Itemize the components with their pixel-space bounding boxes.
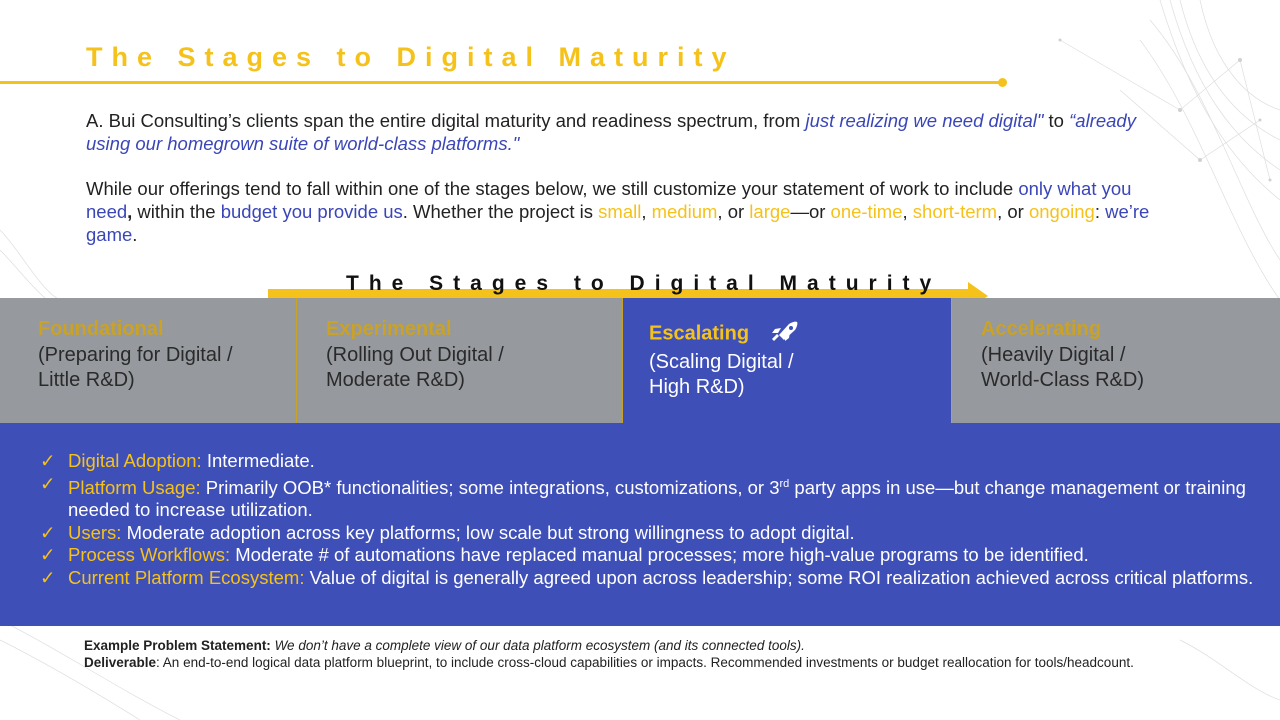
checklist-item-superscript: rd [779, 477, 790, 490]
stage-description: (Heavily Digital / World-Class R&D) [981, 344, 1144, 391]
checklist-item: ✓ Users: Moderate adoption across key pla… [40, 522, 1265, 545]
intro-p2-game: we’re game [86, 201, 1150, 245]
checklist-item-text: Intermediate. [201, 450, 315, 471]
intro-p2-text-f: —or [790, 201, 831, 222]
title-underline [0, 81, 1001, 84]
checklist-item-text: Moderate # of automations have replaced … [230, 544, 1089, 566]
intro-p2-short-term: short-term [912, 201, 998, 222]
intro-p2-need: only what you need [86, 178, 1132, 222]
page-title: The Stages to Digital Maturity [86, 42, 736, 72]
checklist-item-text-continued: party apps in use—but change management … [68, 476, 1246, 521]
intro-p1-text-a: A. Bui Consulting’s clients span the ent… [86, 110, 806, 131]
stage-name-row: Escalating [649, 320, 951, 348]
intro-p2-text-c: . Whether the project is [402, 201, 599, 222]
checkmark-icon: ✓ [40, 450, 56, 471]
stage-description: (Scaling Digital / High R&D) [649, 351, 794, 398]
stage-accelerating: Accelerating (Heavily Digital / World-Cl… [952, 298, 1280, 423]
stage-description: (Preparing for Digital / Little R&D) [38, 344, 233, 391]
rocket-icon [769, 320, 799, 348]
checklist-item: ✓ Process Workflows: Moderate # of automa… [40, 544, 1265, 567]
intro-p1-quote-1: just realizing we need digital" [805, 110, 1044, 131]
stages-row: Foundational (Preparing for Digital / Li… [0, 298, 1280, 423]
intro-p2-comma: , [127, 201, 133, 222]
stage-description: (Rolling Out Digital / Moderate R&D) [326, 344, 504, 391]
intro-p2-text-a: While our offerings tend to fall within … [86, 178, 1019, 199]
intro-paragraph-1: A. Bui Consulting’s clients span the ent… [86, 109, 1176, 155]
checkmark-icon: ✓ [40, 566, 56, 588]
footer-notes: Example Problem Statement: We don’t have… [84, 637, 1184, 671]
checklist-item: ✓ Current Platform Ecosystem: Value of di… [40, 567, 1265, 590]
intro-p1-text-b: to [1043, 110, 1070, 131]
intro-p2-large: large [749, 201, 791, 222]
intro-p2-text-i: : [1094, 201, 1106, 222]
deliverable: Deliverable: An end-to-end logical data … [84, 654, 1184, 671]
intro-p2-one-time: one-time [830, 201, 903, 222]
intro-p2-text-h: , or [997, 201, 1029, 222]
intro-p2-text-g: , [902, 201, 913, 222]
stage-name: Escalating [649, 322, 750, 345]
intro-p1-quote-2: “already using our homegrown suite of wo… [86, 110, 1136, 154]
checklist-item-key: Process Workflows: [68, 544, 231, 566]
checkmark-icon: ✓ [40, 472, 56, 494]
stage-name: Foundational [38, 318, 164, 340]
intro-p2-ongoing: ongoing [1028, 201, 1095, 222]
stage-name: Experimental [326, 318, 452, 340]
intro-p2-budget: budget you provide us [220, 201, 403, 222]
stage-details-checklist: ✓ Digital Adoption: Intermediate. ✓ Platfo… [0, 423, 1265, 589]
checklist-item: ✓ Platform Usage: Primarily OOB* function… [40, 473, 1265, 522]
intro-p2-small: small [598, 201, 642, 222]
intro-paragraph-2: While our offerings tend to fall within … [86, 177, 1176, 246]
stage-foundational: Foundational (Preparing for Digital / Li… [0, 298, 297, 423]
checklist-item-text: Moderate adoption across key platforms; … [121, 521, 855, 543]
stage-details-panel: ✓ Digital Adoption: Intermediate. ✓ Platfo… [0, 423, 1280, 626]
checkmark-icon: ✓ [40, 521, 56, 543]
stage-escalating: Escalating (Scaling Digital / High R&D) [623, 298, 952, 423]
intro-text: A. Bui Consulting’s clients span the ent… [86, 109, 1176, 268]
stages-arrow-label: The Stages to Digital Maturity [346, 272, 942, 295]
deliverable-text: : An end-to-end logical data platform bl… [156, 655, 1134, 670]
deliverable-label: Deliverable [84, 655, 157, 670]
checklist-item-key: Users: [68, 521, 122, 543]
problem-statement-label: Example Problem Statement: [84, 638, 271, 653]
checklist-item-key: Current Platform Ecosystem: [68, 566, 305, 588]
checklist-item: ✓ Digital Adoption: Intermediate. [40, 450, 1265, 473]
checkmark-icon: ✓ [40, 544, 56, 566]
stage-name: Accelerating [981, 318, 1102, 340]
problem-statement: Example Problem Statement: We don’t have… [84, 637, 1184, 654]
checklist-item-key: Platform Usage: [68, 476, 201, 498]
checklist-item-key: Digital Adoption: [68, 450, 202, 471]
intro-p2-text-b: within the [132, 201, 221, 222]
intro-p2-text-j: . [132, 224, 138, 245]
title-underline-dot [998, 78, 1007, 87]
stage-experimental: Experimental (Rolling Out Digital / Mode… [297, 298, 623, 423]
checklist-item-text: Primarily OOB* functionalities; some int… [200, 476, 780, 498]
checklist-item-text: Value of digital is generally agreed upo… [304, 566, 1254, 588]
intro-p2-medium: medium [651, 201, 718, 222]
problem-statement-text: We don’t have a complete view of our dat… [270, 638, 805, 653]
intro-p2-text-d: , [641, 201, 652, 222]
intro-p2-text-e: , or [717, 201, 750, 222]
